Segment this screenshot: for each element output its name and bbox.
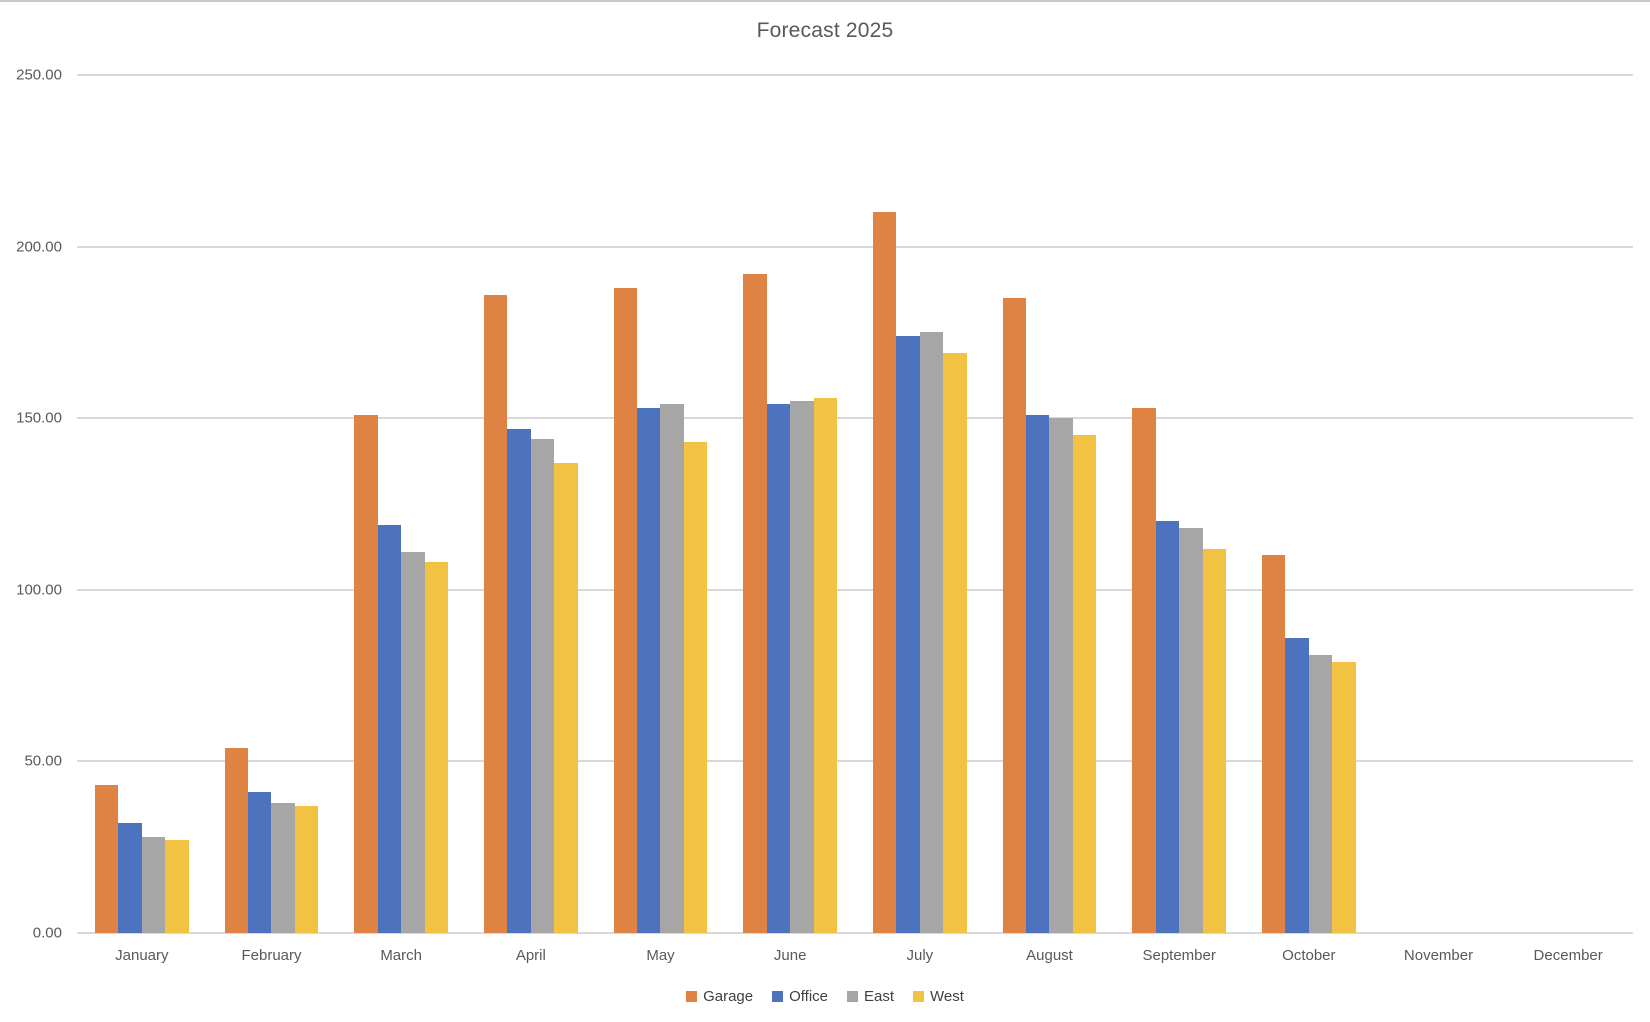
bar-office-january[interactable] — [118, 823, 142, 933]
bar-office-april[interactable] — [507, 428, 531, 933]
x-axis-label-february: February — [241, 947, 302, 964]
legend-item-garage[interactable]: Garage — [686, 988, 753, 1005]
chart-title[interactable]: Forecast 2025 — [756, 19, 894, 42]
legend-label: Garage — [703, 988, 754, 1005]
bar-garage-february[interactable] — [224, 747, 249, 933]
bar-garage-august[interactable] — [1002, 298, 1027, 933]
bar-garage-september[interactable] — [1132, 407, 1156, 933]
bar-group-january — [77, 75, 207, 933]
legend-label: West — [930, 988, 964, 1005]
plot-area — [77, 74, 1633, 934]
bar-east-february[interactable] — [271, 802, 295, 933]
bar-office-august[interactable] — [1026, 414, 1050, 933]
gridline — [77, 74, 1633, 76]
legend: Garage Office East West — [0, 988, 1650, 1005]
bar-west-april[interactable] — [554, 462, 578, 933]
bar-west-june[interactable] — [813, 397, 837, 933]
bar-office-july[interactable] — [896, 335, 920, 933]
gridline — [77, 245, 1633, 248]
bar-west-february[interactable] — [294, 806, 319, 933]
y-axis-tick-label: 50.00 — [24, 752, 62, 770]
bar-garage-january[interactable] — [95, 785, 119, 933]
y-axis-tick-label: 100.00 — [16, 581, 62, 599]
x-axis-label-may: May — [646, 947, 675, 964]
bar-west-may[interactable] — [683, 442, 708, 933]
x-axis-label-november: November — [1403, 947, 1474, 964]
x-axis-label-january: January — [115, 947, 169, 964]
bar-office-may[interactable] — [637, 407, 661, 933]
bar-group-december — [1503, 75, 1633, 933]
bar-group-april — [466, 75, 596, 933]
bar-east-may[interactable] — [660, 404, 684, 933]
x-axis-label-september: September — [1142, 947, 1216, 964]
bar-garage-july[interactable] — [873, 212, 897, 933]
x-axis-label-june: June — [773, 947, 807, 964]
bar-group-june — [725, 75, 855, 933]
bar-group-july — [855, 75, 985, 933]
bar-west-march[interactable] — [424, 562, 448, 933]
gridline — [77, 417, 1633, 420]
bar-garage-may[interactable] — [613, 287, 638, 933]
bar-west-september[interactable] — [1202, 548, 1226, 933]
bar-group-february — [207, 75, 337, 933]
bar-east-september[interactable] — [1179, 528, 1203, 933]
legend-label: Office — [789, 988, 829, 1005]
legend-marker-west — [913, 991, 925, 1002]
bar-garage-june[interactable] — [743, 274, 767, 933]
legend-marker-east — [847, 991, 859, 1002]
bar-west-july[interactable] — [943, 353, 967, 933]
bar-office-october[interactable] — [1285, 637, 1309, 933]
bar-office-february[interactable] — [248, 792, 272, 933]
legend-label: East — [864, 988, 895, 1005]
x-axis-label-august: August — [1026, 947, 1073, 964]
y-axis-tick-label: 0.00 — [32, 924, 62, 942]
bar-garage-april[interactable] — [484, 294, 508, 933]
bar-group-september — [1114, 75, 1244, 933]
bar-garage-october[interactable] — [1262, 555, 1286, 933]
bar-west-october[interactable] — [1332, 661, 1356, 933]
bar-east-august[interactable] — [1049, 418, 1073, 933]
x-axis-label-april: April — [515, 947, 546, 964]
bar-office-june[interactable] — [766, 404, 791, 933]
bar-east-march[interactable] — [401, 552, 425, 933]
y-axis-tick-label: 250.00 — [16, 66, 62, 84]
gridline — [77, 588, 1633, 591]
x-axis-label-march: March — [380, 947, 422, 964]
legend-item-east[interactable]: East — [847, 988, 894, 1005]
bar-group-march — [336, 75, 466, 933]
legend-marker-garage — [686, 991, 698, 1002]
bar-east-january[interactable] — [141, 836, 166, 933]
legend-item-west[interactable]: West — [913, 988, 964, 1005]
gridline — [77, 760, 1633, 763]
x-axis-line — [77, 932, 1633, 934]
legend-marker-office — [772, 991, 784, 1002]
bar-group-may — [596, 75, 726, 933]
legend-item-office[interactable]: Office — [772, 988, 828, 1005]
bar-east-october[interactable] — [1308, 655, 1333, 933]
bar-group-october — [1244, 75, 1374, 933]
bar-garage-march[interactable] — [354, 414, 378, 933]
y-axis-tick-label: 200.00 — [16, 238, 62, 256]
bar-group-november — [1374, 75, 1504, 933]
x-axis-label-december: December — [1533, 947, 1603, 964]
x-axis-label-july: July — [906, 947, 934, 964]
bar-west-august[interactable] — [1072, 435, 1097, 933]
bar-east-july[interactable] — [919, 332, 944, 933]
bar-east-april[interactable] — [530, 438, 555, 933]
y-axis-tick-label: 150.00 — [16, 409, 62, 427]
x-axis-label-october: October — [1282, 947, 1336, 964]
bar-group-august — [985, 75, 1115, 933]
bar-east-june[interactable] — [790, 401, 814, 933]
bar-west-january[interactable] — [165, 840, 189, 933]
bar-office-september[interactable] — [1155, 521, 1180, 933]
bar-office-march[interactable] — [377, 524, 402, 933]
